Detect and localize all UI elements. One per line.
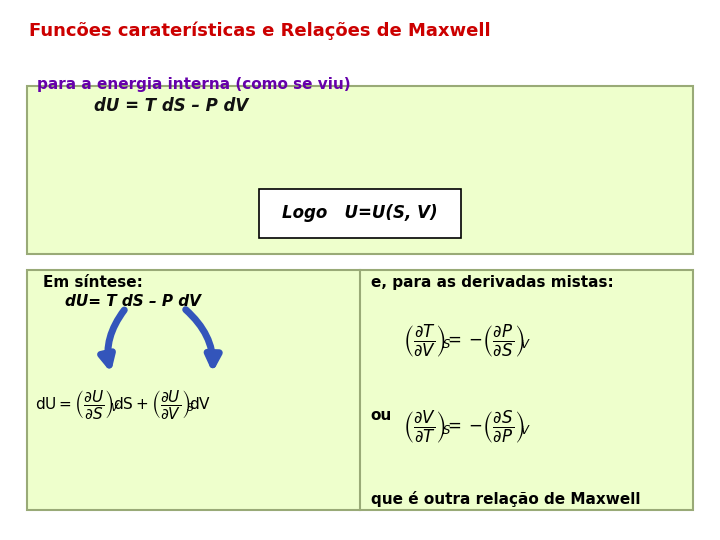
- Text: $\mathrm{dU} = \left(\dfrac{\partial U}{\partial S}\right)_{\!\!V}\!\! \mathrm{d: $\mathrm{dU} = \left(\dfrac{\partial U}{…: [35, 388, 211, 422]
- FancyBboxPatch shape: [27, 86, 693, 254]
- Text: ou: ou: [371, 408, 392, 423]
- FancyBboxPatch shape: [259, 189, 461, 238]
- Text: Em síntese:: Em síntese:: [43, 275, 143, 291]
- Text: $\left(\dfrac{\partial T}{\partial V}\right)_{\!\!S}\!\! = -\!\left(\dfrac{\part: $\left(\dfrac{\partial T}{\partial V}\ri…: [403, 322, 532, 359]
- Text: dU= T dS – P dV: dU= T dS – P dV: [65, 294, 201, 309]
- Text: Logo   U=U(S, V): Logo U=U(S, V): [282, 204, 438, 222]
- Text: que é outra relação de Maxwell: que é outra relação de Maxwell: [371, 491, 640, 508]
- Text: Funcões caraterísticas e Relações de Maxwell: Funcões caraterísticas e Relações de Max…: [29, 22, 490, 40]
- FancyArrowPatch shape: [101, 310, 125, 365]
- Text: dU = T dS – P dV: dU = T dS – P dV: [94, 97, 248, 115]
- Text: e, para as derivadas mistas:: e, para as derivadas mistas:: [371, 275, 613, 291]
- Text: $\left(\dfrac{\partial V}{\partial T}\right)_{\!\!S}\!\! = -\!\left(\dfrac{\part: $\left(\dfrac{\partial V}{\partial T}\ri…: [403, 408, 532, 445]
- FancyArrowPatch shape: [186, 309, 220, 364]
- Text: para a energia interna (como se viu): para a energia interna (como se viu): [37, 77, 351, 92]
- FancyBboxPatch shape: [27, 270, 693, 510]
